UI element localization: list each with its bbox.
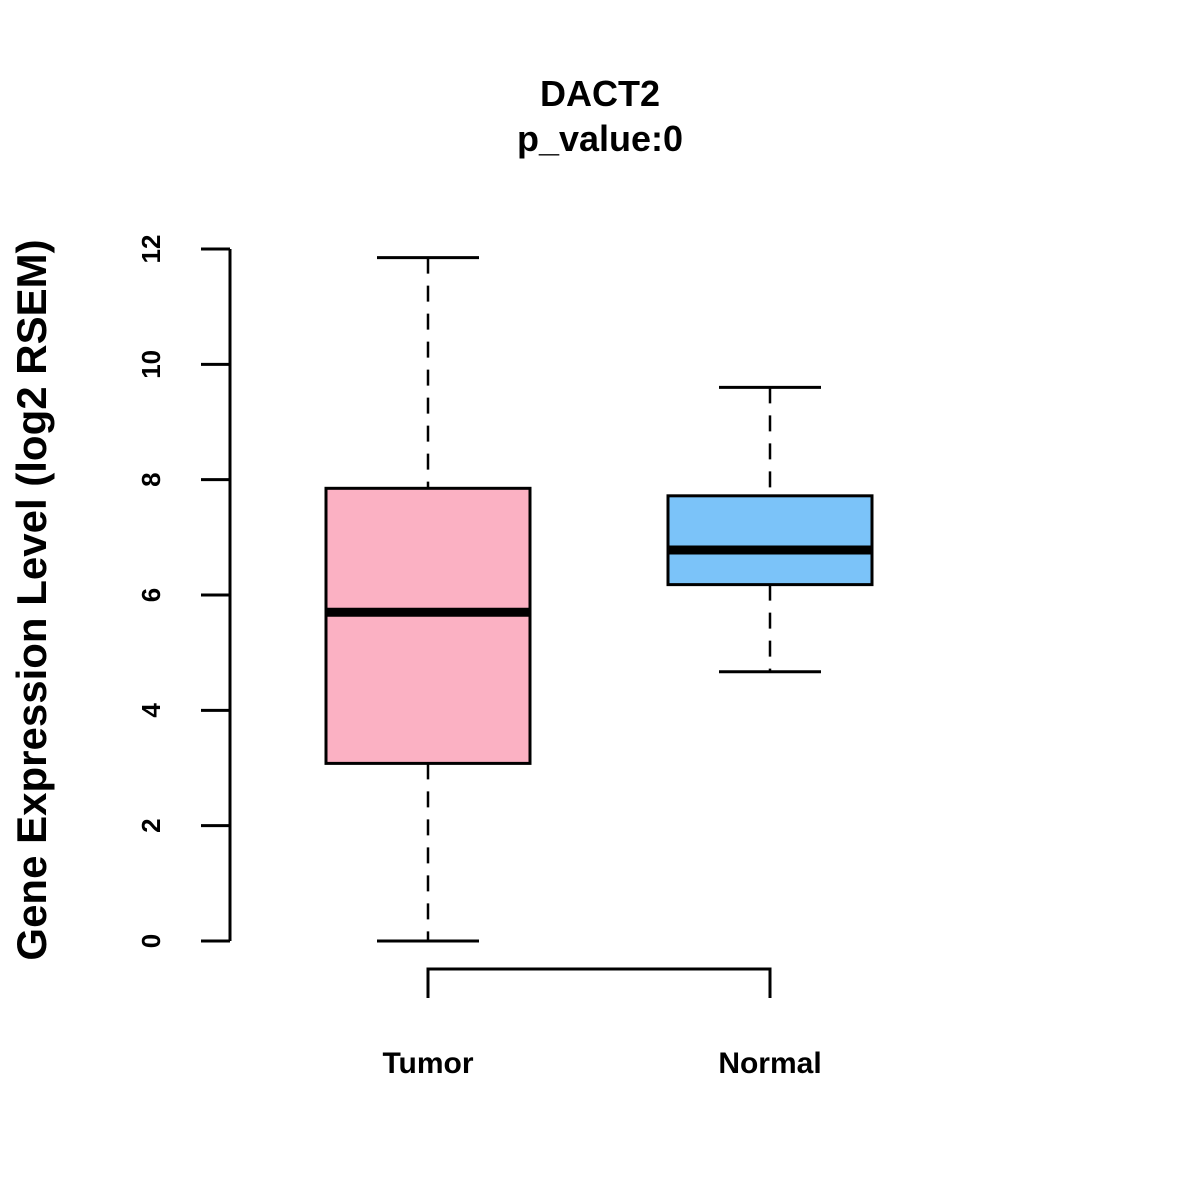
y-tick-label: 2 — [136, 818, 166, 832]
chart-title: DACT2 — [540, 73, 660, 114]
comparison-bracket — [426, 967, 772, 998]
y-tick-label: 6 — [136, 588, 166, 602]
y-tick-label: 12 — [136, 235, 166, 264]
box-normal — [666, 385, 874, 674]
y-axis: 0 2 4 6 8 10 12 — [136, 235, 232, 948]
box-tumor — [324, 256, 532, 943]
y-axis-label: Gene Expression Level (log2 RSEM) — [8, 239, 55, 960]
y-tick-label: 8 — [136, 472, 166, 486]
boxes — [324, 256, 874, 943]
iqr-box — [324, 486, 532, 765]
y-tick-label: 10 — [136, 350, 166, 379]
y-tick-label: 0 — [136, 934, 166, 948]
x-label-tumor: Tumor — [382, 1047, 473, 1080]
chart-subtitle: p_value:0 — [517, 118, 683, 159]
iqr-box — [666, 494, 874, 587]
y-tick-label: 4 — [136, 703, 166, 718]
bracket-line — [426, 967, 772, 998]
x-axis-labels: Tumor Normal — [382, 1047, 821, 1080]
x-label-normal: Normal — [718, 1047, 821, 1080]
